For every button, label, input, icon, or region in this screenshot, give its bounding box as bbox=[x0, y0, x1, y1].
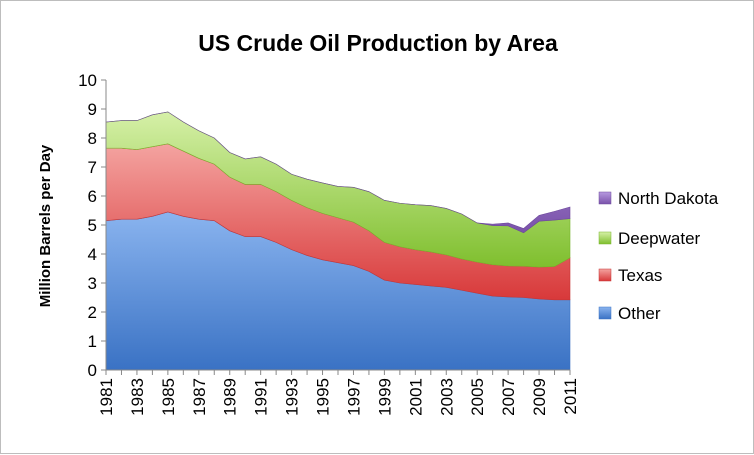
y-tick-label: 10 bbox=[78, 71, 97, 90]
y-tick-label: 0 bbox=[88, 361, 97, 380]
x-tick-label: 2007 bbox=[499, 378, 518, 416]
y-tick-label: 3 bbox=[88, 274, 97, 293]
x-tick-label: 1985 bbox=[159, 378, 178, 416]
axes: 0 1 2 3 4 5 6 7 8 9 10 1981 1983 1985 1987 1989 1991 1993… bbox=[78, 71, 580, 416]
x-tick-label: 2003 bbox=[437, 378, 456, 416]
chart-title: US Crude Oil Production by Area bbox=[198, 30, 558, 56]
x-tick-label: 1981 bbox=[97, 378, 116, 416]
legend-swatch-deepwater bbox=[598, 231, 612, 245]
x-tick-label: 1997 bbox=[344, 378, 363, 416]
y-tick-label: 5 bbox=[88, 216, 97, 235]
y-tick-label: 7 bbox=[88, 158, 97, 177]
legend-label-north-dakota: North Dakota bbox=[618, 189, 719, 208]
x-tick-label: 1999 bbox=[375, 378, 394, 416]
y-axis-label: Million Barrels per Day bbox=[37, 144, 54, 307]
legend-label-texas: Texas bbox=[618, 266, 662, 285]
legend-swatch-other bbox=[598, 306, 612, 320]
legend-label-deepwater: Deepwater bbox=[618, 229, 701, 248]
area-north-dakota bbox=[105, 111, 571, 234]
legend-label-other: Other bbox=[618, 304, 661, 323]
y-tick-label: 2 bbox=[88, 303, 97, 322]
legend: North Dakota Deepwater Texas Other bbox=[598, 189, 719, 323]
y-tick-label: 6 bbox=[88, 187, 97, 206]
x-tick-label: 1991 bbox=[252, 378, 271, 416]
x-tick-label: 2011 bbox=[561, 378, 580, 415]
x-tick-label: 1987 bbox=[190, 378, 209, 416]
series-areas bbox=[105, 111, 571, 371]
y-tick-label: 4 bbox=[88, 245, 97, 264]
x-tick-label: 2009 bbox=[530, 378, 549, 416]
x-tick-label: 2001 bbox=[406, 378, 425, 416]
x-tick-label: 2005 bbox=[468, 378, 487, 416]
x-tick-label: 1989 bbox=[221, 378, 240, 416]
x-tick-label: 1993 bbox=[283, 378, 302, 416]
legend-swatch-north-dakota bbox=[598, 191, 612, 205]
y-tick-label: 8 bbox=[88, 129, 97, 148]
x-tick-label: 1983 bbox=[128, 378, 147, 416]
y-tick-label: 9 bbox=[88, 100, 97, 119]
legend-swatch-texas bbox=[598, 268, 612, 282]
y-tick-label: 1 bbox=[88, 332, 97, 351]
x-tick-label: 1995 bbox=[314, 378, 333, 416]
